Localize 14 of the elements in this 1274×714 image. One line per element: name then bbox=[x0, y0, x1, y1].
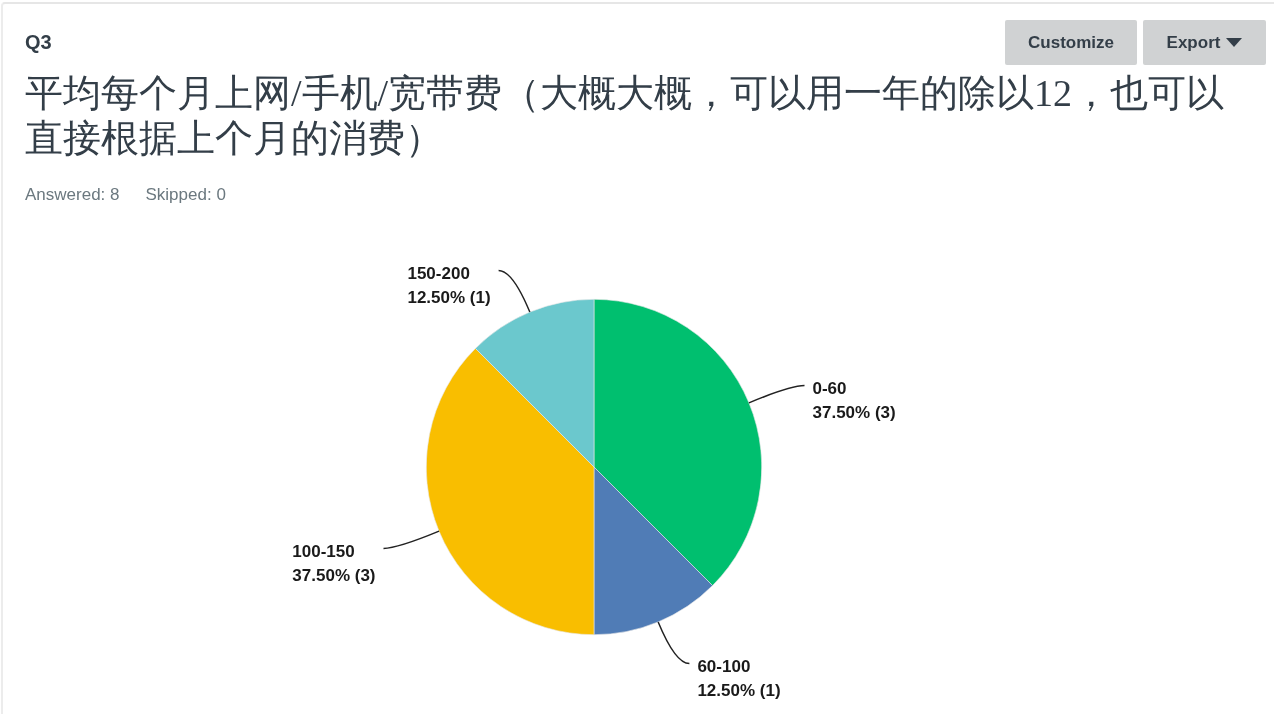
customize-button[interactable]: Customize bbox=[1005, 20, 1137, 65]
text: Skipped: 0 bbox=[145, 185, 226, 204]
export-button[interactable]: Export bbox=[1143, 20, 1266, 65]
slice-label: 150-200 bbox=[407, 264, 470, 284]
slice-label: 0-60 bbox=[812, 379, 847, 399]
text: Q3 bbox=[25, 31, 52, 54]
slice-label: 100-150 bbox=[292, 542, 355, 562]
chart-title: 平均每个月上网/手机/宽带费（大概大概，可以用一年的除以12，也可以直接根据上个月的消费） bbox=[25, 71, 1226, 161]
data-label: 37.50% (3) bbox=[812, 403, 896, 423]
data-label: 37.50% (3) bbox=[292, 566, 376, 586]
slice-label: 60-100 bbox=[697, 657, 751, 677]
text: Answered: 8 bbox=[25, 185, 120, 204]
data-label: 12.50% (1) bbox=[407, 288, 491, 308]
data-label: 12.50% (1) bbox=[697, 681, 781, 701]
